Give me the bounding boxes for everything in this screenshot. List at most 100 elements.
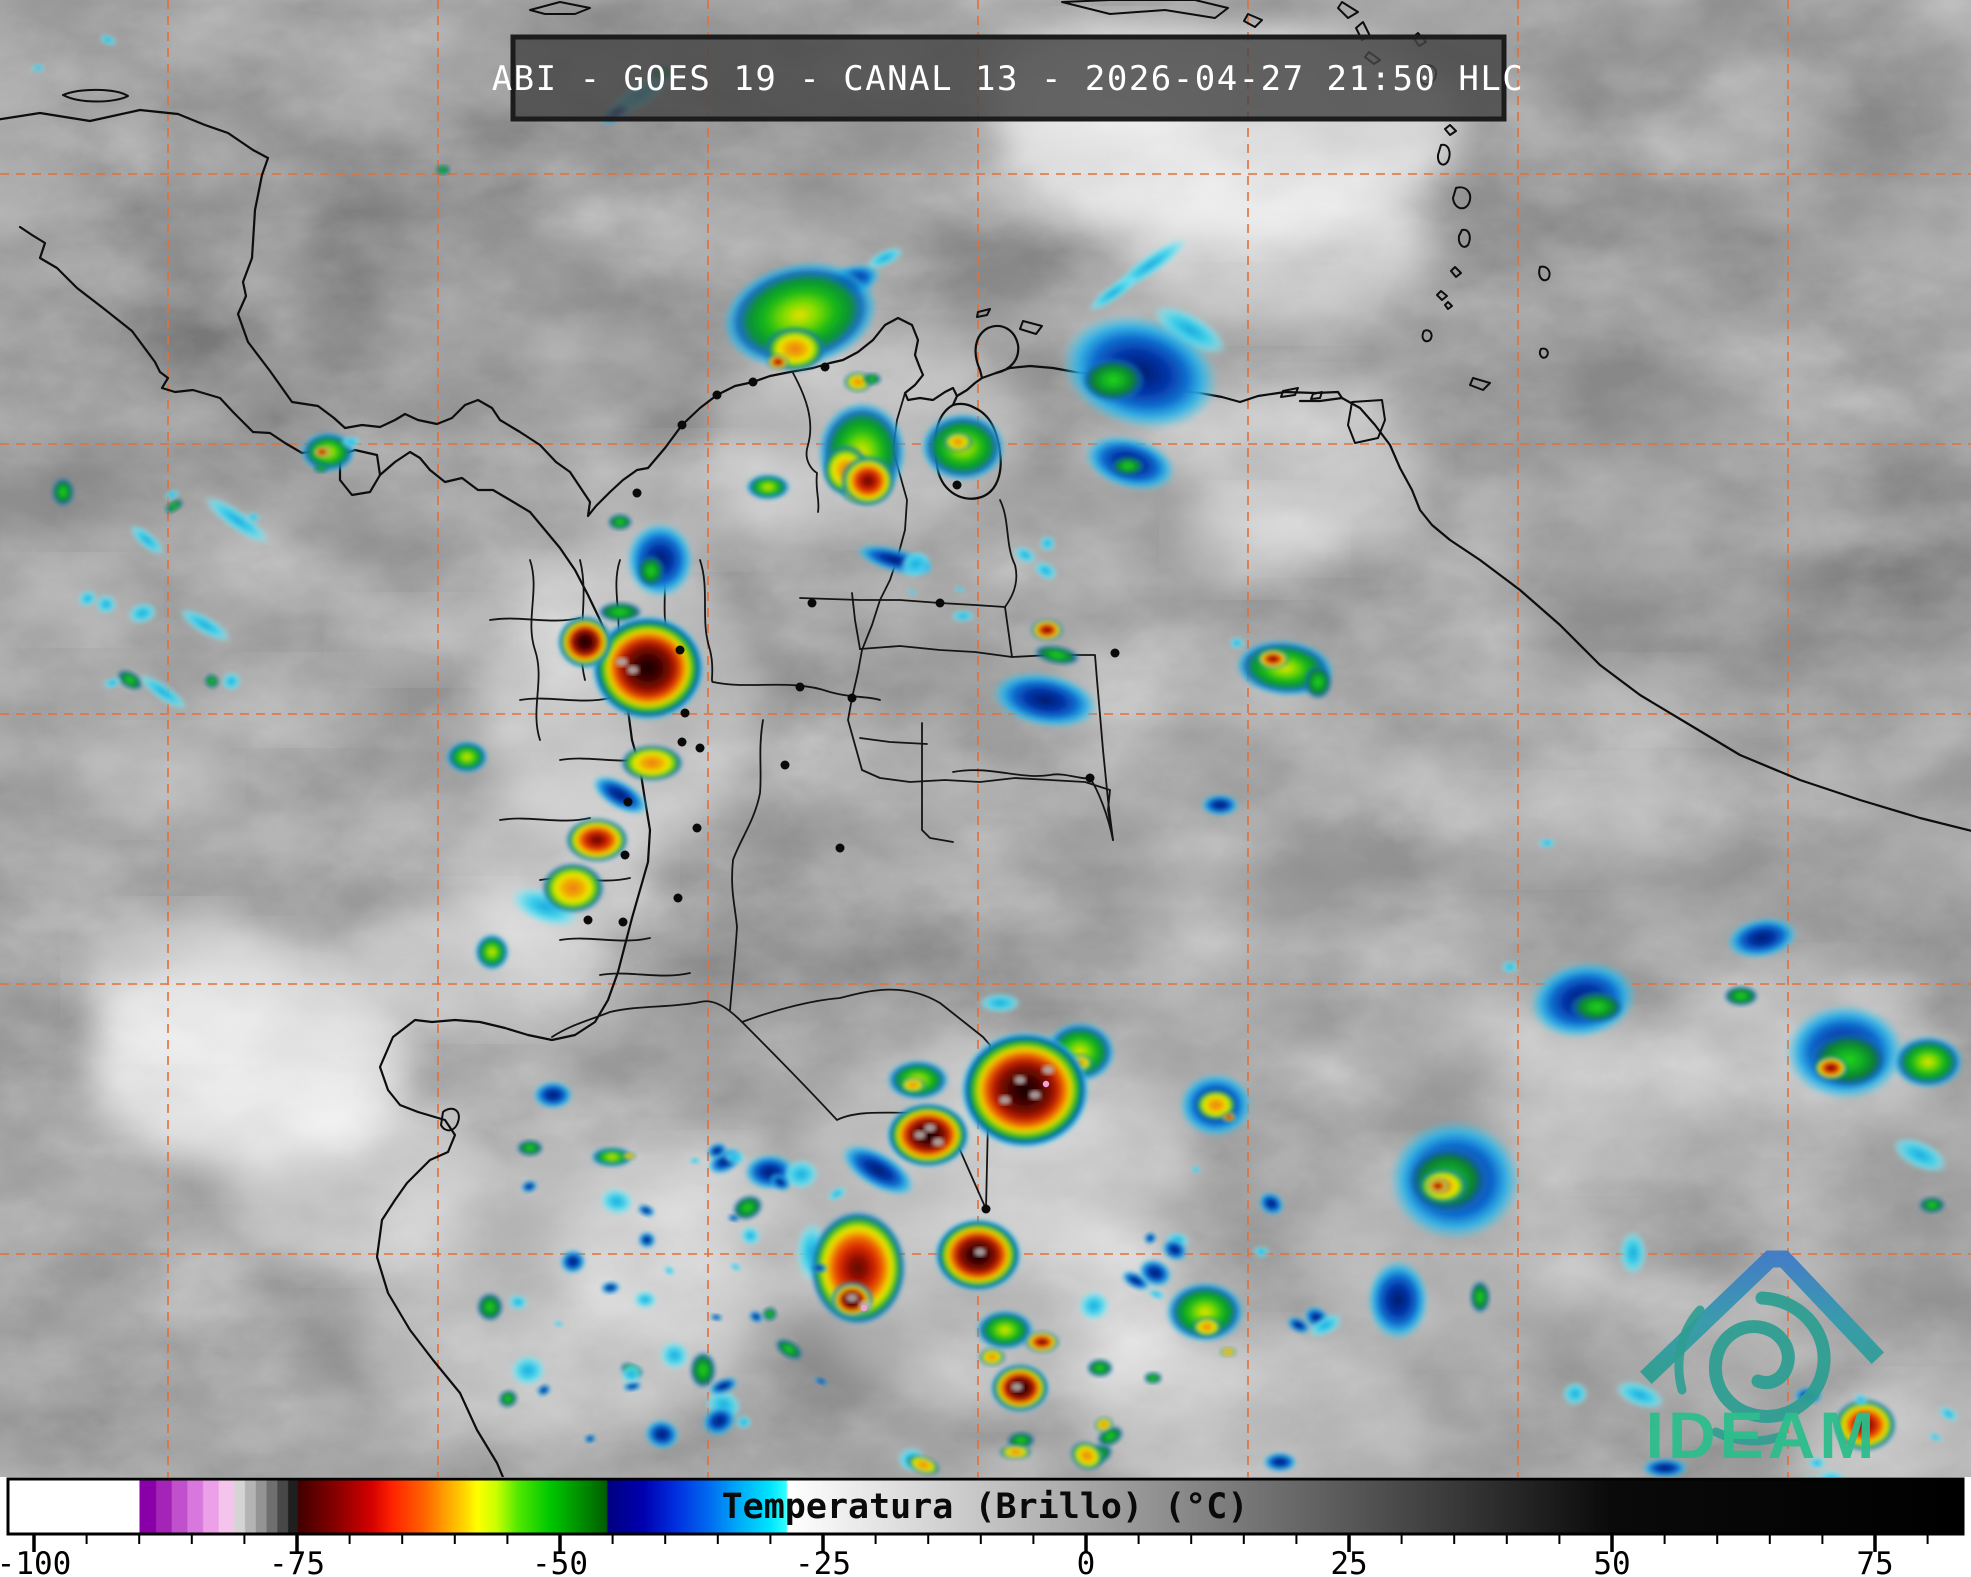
storm-cell-b <box>1201 794 1239 816</box>
city-dot <box>673 893 683 903</box>
storm-cell-c <box>1615 1380 1665 1410</box>
border-path <box>851 592 861 650</box>
title-bar: ABI - GOES 19 - CANAL 13 - 2026-04-27 21… <box>492 34 1523 122</box>
storm-cell-g2 <box>1724 986 1758 1006</box>
storm-cell-b <box>1162 1238 1188 1261</box>
storm-cell-r <box>1427 1178 1449 1194</box>
border-path <box>741 988 991 1210</box>
storm-cell-c <box>1033 561 1058 581</box>
storm-cell-r <box>1814 1056 1848 1080</box>
storm-cell-c <box>735 1415 752 1429</box>
border-path <box>792 372 820 513</box>
storm-cell-c <box>1088 274 1138 312</box>
storm-cell-g2 <box>690 1352 716 1388</box>
storm-cell-c <box>688 1157 702 1165</box>
storm-cell-g <box>722 261 878 369</box>
storm-cell-c <box>1147 1288 1166 1300</box>
storm-cell-k <box>592 616 704 720</box>
storm-cell-c <box>164 489 180 501</box>
storm-cell-b <box>1367 1260 1429 1340</box>
storm-cell-c <box>1152 304 1228 356</box>
storm-cell-b <box>814 1377 828 1386</box>
city-dot <box>835 843 845 853</box>
storm-cell-b <box>708 1377 738 1396</box>
storm-cell-c <box>1039 535 1056 552</box>
storm-cell-b <box>1144 1232 1157 1244</box>
island-outline <box>976 308 1043 335</box>
border-path <box>699 559 714 683</box>
overshooting-top-specks <box>615 657 1055 1392</box>
storm-cell-c <box>1538 838 1556 848</box>
storm-cell-b <box>521 1180 538 1193</box>
storm-cell-g <box>475 934 509 970</box>
storm-cell-c <box>620 1363 642 1385</box>
city-dot <box>695 743 705 753</box>
storm-cell-b <box>644 1419 680 1450</box>
storm-cell-b <box>991 671 1099 729</box>
storm-cell-c <box>510 1354 547 1387</box>
storm-cell-g2 <box>598 602 642 622</box>
storm-cell-c <box>722 1150 746 1164</box>
storm-cell-c <box>663 1265 676 1276</box>
storm-cell-b <box>809 1262 828 1273</box>
storm-cell-r <box>1025 1331 1059 1353</box>
coldest-top-pink-dot <box>860 1304 868 1312</box>
city-dot <box>712 390 722 400</box>
storm-cell-c <box>95 594 117 615</box>
storm-cell-b <box>1258 1191 1285 1216</box>
storm-cell-b <box>600 1281 621 1295</box>
overshoot-speck <box>626 665 640 675</box>
city-dot <box>952 480 962 490</box>
overshoot-speck <box>1010 1382 1024 1392</box>
storm-cell-c <box>138 673 188 711</box>
storm-cell-c <box>103 677 122 689</box>
storm-cell-o <box>900 1077 926 1093</box>
island-outline <box>1469 377 1491 391</box>
storm-cell-c <box>1619 1231 1647 1275</box>
storm-cell-o <box>1220 1347 1236 1357</box>
city-dot <box>780 760 790 770</box>
storm-cell-c <box>553 1320 564 1328</box>
storm-cell-b <box>533 1081 573 1109</box>
storm-cell-g2 <box>863 373 881 385</box>
storm-cell-k <box>961 1032 1089 1148</box>
city-dot <box>1085 773 1095 783</box>
storm-cell-b <box>536 1384 551 1396</box>
overshoot-speck <box>923 1123 937 1133</box>
island-outline <box>1538 265 1551 282</box>
city-dot <box>981 1204 991 1214</box>
storm-cell-k <box>558 616 612 668</box>
border-path <box>551 1000 944 1121</box>
city-dot <box>795 682 805 692</box>
storm-cell-c <box>1927 1432 1943 1442</box>
storm-cell-c <box>827 1186 847 1201</box>
storm-cell-b <box>748 1310 764 1323</box>
storm-cell-g2 <box>436 165 450 175</box>
coastline-path <box>18 225 432 497</box>
storm-cell-r <box>841 456 895 506</box>
storm-cell-c <box>341 436 361 448</box>
storm-cell-r <box>1257 649 1289 669</box>
city-dot <box>677 420 687 430</box>
storm-cell-b <box>592 775 648 815</box>
overshoot-speck <box>1013 1075 1027 1085</box>
storm-cell-g2 <box>732 1195 763 1220</box>
island-outline <box>62 88 129 103</box>
storm-cell-g2 <box>52 478 74 506</box>
city-dot <box>623 797 633 807</box>
storm-cell-b <box>637 1204 655 1217</box>
storm-cell-c <box>951 610 975 622</box>
storm-cell-o <box>943 432 973 452</box>
storm-cell-g2 <box>517 1140 543 1156</box>
storm-cell-c <box>1013 546 1037 564</box>
storm-cell-g2 <box>477 1293 503 1321</box>
storm-cell-o <box>999 1444 1032 1460</box>
city-dot <box>748 377 758 387</box>
logo-roof-icon <box>1639 1250 1885 1385</box>
storm-cell-c <box>599 1187 634 1216</box>
storm-cell-g2 <box>608 514 632 530</box>
storm-cell-g <box>591 1147 633 1167</box>
storm-cell-r <box>767 354 789 370</box>
island-outline <box>1457 228 1471 248</box>
storm-cell-c <box>1808 1457 1826 1469</box>
